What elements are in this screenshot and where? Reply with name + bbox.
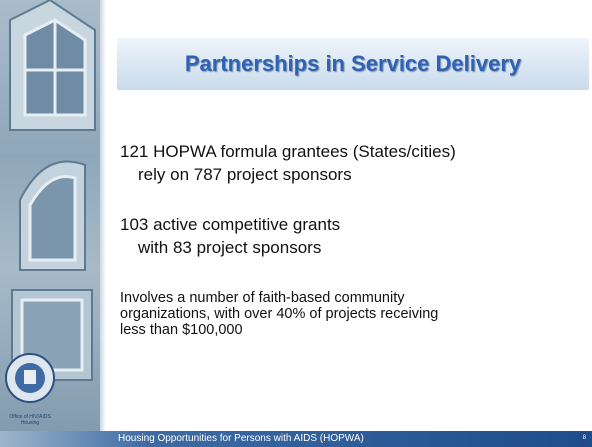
office-line: Housing — [2, 420, 58, 426]
slide-title: Partnerships in Service Delivery — [117, 51, 589, 77]
sidebar-edge — [100, 0, 106, 447]
footer-text: Housing Opportunities for Persons with A… — [118, 433, 364, 444]
bullet-line: 103 active competitive grants — [120, 213, 340, 236]
bullet-line: 121 HOPWA formula grantees (States/citie… — [120, 140, 456, 163]
bullet-line: Involves a number of faith-based communi… — [120, 290, 438, 306]
bullet-line: organizations, with over 40% of projects… — [120, 306, 438, 322]
bullet-line: less than $100,000 — [120, 322, 438, 338]
page-number: 8 — [583, 435, 586, 441]
window-illustration — [0, 0, 100, 447]
footer-bar: Housing Opportunities for Persons with A… — [0, 431, 592, 447]
bullet: Involves a number of faith-based communi… — [120, 290, 438, 338]
slide: {"header": {"title": "Partnerships in Se… — [0, 0, 592, 447]
bullet: 103 active competitive grants with 83 pr… — [120, 213, 340, 259]
office-label: Office of HIV/AIDS Housing — [2, 414, 58, 426]
bullet-line: with 83 project sponsors — [120, 236, 340, 259]
bullet-line: rely on 787 project sponsors — [120, 163, 456, 186]
title-box: Partnerships in Service Delivery — [117, 38, 589, 90]
sidebar-photo: Office of HIV/AIDS Housing — [0, 0, 100, 447]
bullet: 121 HOPWA formula grantees (States/citie… — [120, 140, 456, 186]
